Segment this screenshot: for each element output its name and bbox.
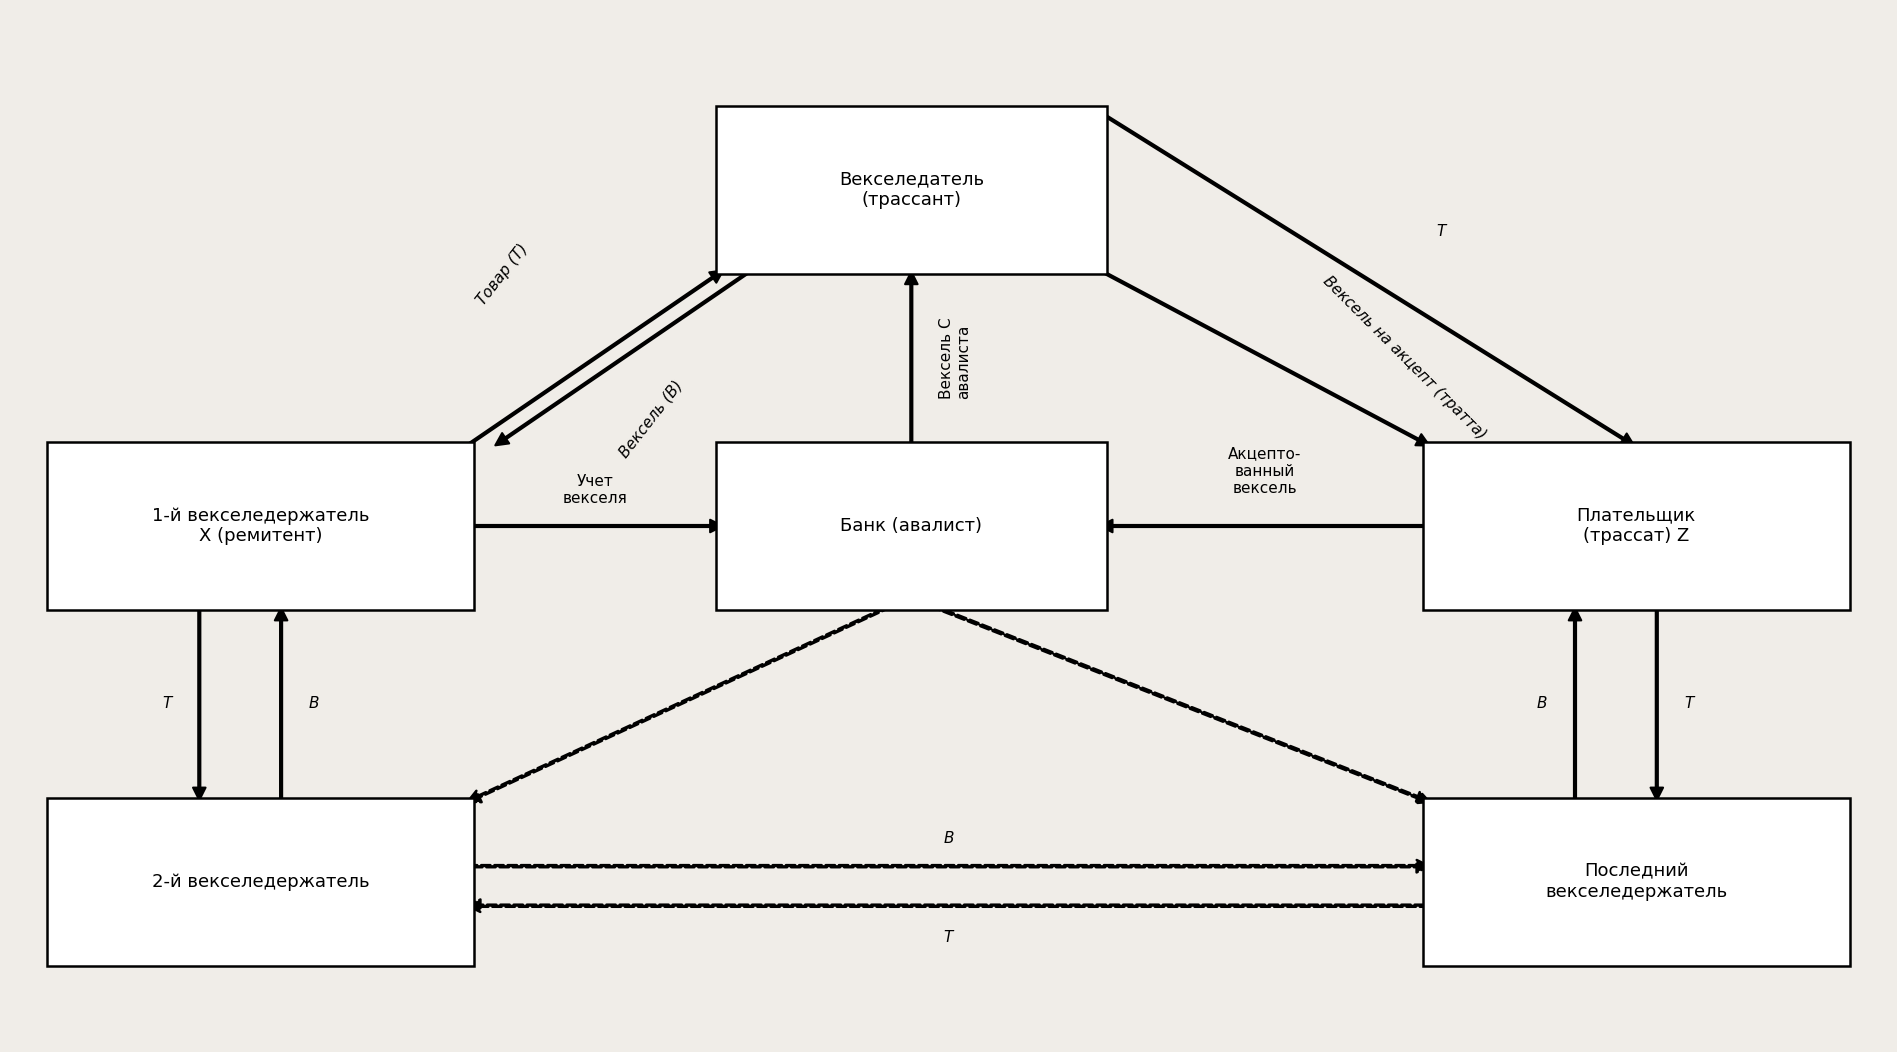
- Text: Т: Т: [1436, 224, 1446, 239]
- Text: Вексель на акцепт (тратта): Вексель на акцепт (тратта): [1320, 274, 1489, 442]
- FancyBboxPatch shape: [717, 106, 1106, 274]
- FancyBboxPatch shape: [1423, 797, 1850, 966]
- Text: Акцепто-
ванный
вексель: Акцепто- ванный вексель: [1227, 446, 1301, 497]
- FancyBboxPatch shape: [1423, 442, 1850, 610]
- FancyArrowPatch shape: [1100, 520, 1428, 532]
- Text: Вексель (В): Вексель (В): [617, 378, 685, 461]
- FancyArrowPatch shape: [467, 270, 723, 446]
- FancyArrowPatch shape: [1650, 608, 1664, 801]
- Text: Т: Т: [161, 696, 171, 711]
- Text: В: В: [309, 696, 319, 711]
- FancyBboxPatch shape: [47, 797, 474, 966]
- Text: Последний
векселедержатель: Последний векселедержатель: [1546, 863, 1728, 902]
- Text: Банк (авалист): Банк (авалист): [840, 517, 983, 535]
- Text: Товар (Т): Товар (Т): [474, 242, 531, 308]
- Text: Вексель С
авалиста: Вексель С авалиста: [939, 317, 971, 399]
- Text: Учет
векселя: Учет векселя: [563, 473, 628, 506]
- FancyArrowPatch shape: [469, 520, 723, 532]
- FancyArrowPatch shape: [495, 269, 751, 445]
- Text: Плательщик
(трассат) Z: Плательщик (трассат) Z: [1576, 507, 1696, 545]
- Text: 2-й векселедержатель: 2-й векселедержатель: [152, 873, 370, 891]
- FancyArrowPatch shape: [469, 859, 1428, 872]
- FancyArrowPatch shape: [1098, 112, 1633, 445]
- Text: В: В: [1537, 696, 1548, 711]
- Text: 1-й векселедержатель
X (ремитент): 1-й векселедержатель X (ремитент): [152, 507, 370, 545]
- FancyArrowPatch shape: [193, 608, 205, 801]
- FancyArrowPatch shape: [275, 608, 286, 801]
- Text: Векселедатель
(трассант): Векселедатель (трассант): [838, 170, 985, 209]
- FancyBboxPatch shape: [717, 442, 1106, 610]
- FancyArrowPatch shape: [1569, 608, 1582, 801]
- FancyArrowPatch shape: [1098, 269, 1430, 446]
- FancyArrowPatch shape: [905, 271, 918, 444]
- FancyArrowPatch shape: [931, 605, 1428, 803]
- Text: В: В: [943, 831, 954, 847]
- FancyArrowPatch shape: [469, 605, 892, 802]
- Text: Т: Т: [1685, 696, 1694, 711]
- Text: Т: Т: [945, 930, 952, 946]
- FancyBboxPatch shape: [47, 442, 474, 610]
- FancyArrowPatch shape: [469, 899, 1428, 912]
